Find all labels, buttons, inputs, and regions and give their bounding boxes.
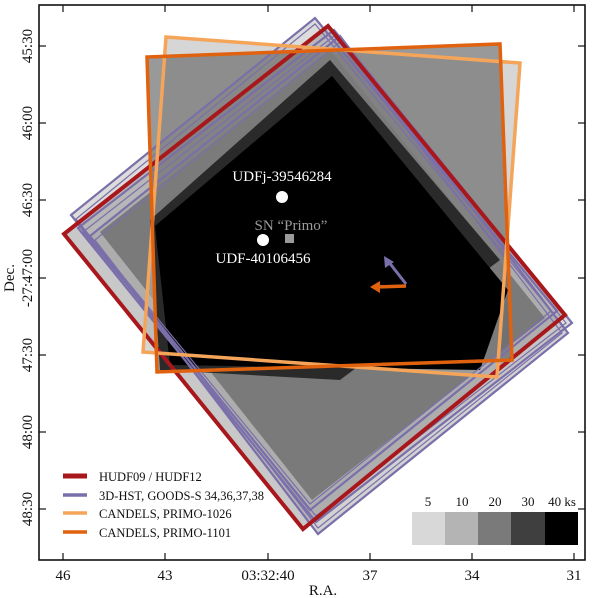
colorbar-label: 5 <box>425 494 432 509</box>
legend: HUDF09 / HUDF12 3D-HST, GOODS-S 34,36,37… <box>63 470 264 540</box>
x-tick-label: 03:32:40 <box>241 568 294 584</box>
source-markers: UDFj-39546284 SN “Primo” UDF-40106456 <box>215 169 332 267</box>
orientation-arrows <box>370 256 408 293</box>
x-ticks <box>62 5 575 560</box>
exposure-colorbar: 5 10 20 30 40 ks <box>412 494 578 545</box>
colorbar-label: 20 <box>489 494 502 509</box>
colorbar-label: 40 ks <box>548 494 576 509</box>
y-tick-label: 48:00 <box>20 415 36 449</box>
udf-label: UDF-40106456 <box>215 251 311 267</box>
legend-label-primo-1026: CANDELS, PRIMO-1026 <box>99 507 232 521</box>
legend-label-hudf: HUDF09 / HUDF12 <box>99 470 202 484</box>
y-ticks <box>39 45 585 510</box>
udfj-marker <box>276 191 288 203</box>
primo-1101-outline <box>145 42 514 374</box>
sn-primo-label: SN “Primo” <box>255 218 328 234</box>
hudf-outline <box>61 23 568 532</box>
x-tick-label: 46 <box>56 568 72 584</box>
udf-marker <box>257 234 269 246</box>
axes-frame <box>38 4 586 561</box>
x-axis-title: R.A. <box>309 583 337 598</box>
x-tick-label: 37 <box>363 568 379 584</box>
purple-arrow-shaft <box>386 260 408 285</box>
orange-arrow-head <box>370 281 380 293</box>
colorbar-label: 10 <box>456 494 469 509</box>
primo-1026-outline <box>141 35 522 379</box>
footprint-layers <box>61 16 574 536</box>
x-tick-label: 34 <box>465 568 481 584</box>
colorbar-20ks <box>478 512 511 545</box>
colorbar-label: 30 <box>522 494 535 509</box>
legend-label-primo-1101: CANDELS, PRIMO-1101 <box>99 526 231 540</box>
y-tick-label: 46:00 <box>20 106 36 140</box>
x-tick-label: 43 <box>158 568 173 584</box>
goods-s-outlines <box>69 16 574 536</box>
y-tick-label: 48:30 <box>20 492 36 526</box>
y-tick-labels: 45:30 46:00 46:30 -27:47:00 47:30 48:00 … <box>20 29 36 526</box>
colorbar-30ks <box>511 512 545 545</box>
deep-region-black <box>155 76 508 370</box>
y-tick-label: -27:47:00 <box>20 249 36 307</box>
colorbar-40ks <box>545 512 578 545</box>
x-tick-label: 31 <box>567 568 582 584</box>
y-axis-title: Dec. <box>2 264 18 292</box>
orange-arrow-shaft <box>375 284 407 289</box>
purple-arrow-head <box>384 256 394 268</box>
x-tick-labels: 46 43 03:32:40 37 34 31 <box>56 568 582 584</box>
colorbar-5ks <box>412 512 445 545</box>
legend-label-goods-s: 3D-HST, GOODS-S 34,36,37,38 <box>99 489 264 503</box>
y-tick-label: 46:30 <box>20 183 36 217</box>
y-tick-label: 45:30 <box>20 29 36 63</box>
y-tick-label: 47:30 <box>20 338 36 372</box>
colorbar-10ks <box>445 512 478 545</box>
udfj-label: UDFj-39546284 <box>232 169 332 185</box>
sn-primo-marker <box>285 234 294 243</box>
